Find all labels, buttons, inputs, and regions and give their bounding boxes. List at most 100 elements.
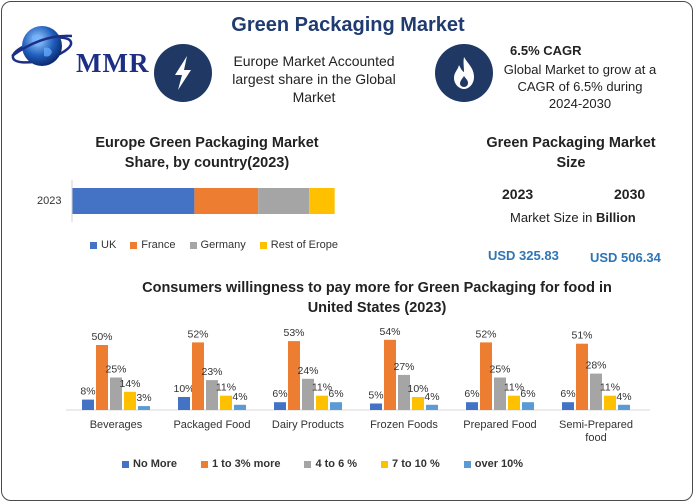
logo: MMR	[10, 20, 148, 80]
consumer-bar-label: 14%	[119, 378, 140, 390]
consumer-bar-label: 52%	[187, 328, 208, 340]
consumer-bar	[562, 402, 574, 410]
consumer-bar-label: 11%	[504, 382, 524, 394]
lightning-icon	[175, 56, 191, 90]
consumer-bar-label: 4%	[424, 391, 439, 403]
legend-item: 1 to 3% more	[201, 458, 280, 470]
consumer-category-label: food	[585, 432, 606, 444]
legend-label: over 10%	[474, 458, 524, 470]
europe-chart-legend: UK France Germany Rest of Erope	[90, 239, 352, 251]
consumer-bar	[522, 402, 534, 410]
consumer-bar-label: 8%	[80, 386, 95, 398]
legend-swatch	[259, 241, 267, 249]
consumer-bar	[590, 373, 602, 410]
lightning-badge	[154, 44, 212, 102]
legend-item-rest: Rest of Erope	[259, 239, 339, 251]
legend-swatch	[130, 241, 138, 249]
europe-chart-category-label: 2023	[37, 195, 62, 207]
consumer-bar-label: 5%	[368, 390, 383, 402]
consumer-bar-label: 4%	[232, 391, 247, 403]
europe-fact: Europe Market Accounted largest share in…	[232, 53, 396, 105]
consumer-bar-label: 11%	[216, 382, 236, 394]
legend-item-france: France	[130, 239, 176, 251]
legend-swatch	[189, 241, 197, 249]
consumer-bar	[206, 380, 218, 410]
legend-item: No More	[122, 458, 177, 470]
consumer-bar-label: 11%	[600, 382, 620, 394]
europe-bar-germany	[258, 188, 310, 214]
consumer-chart-title: Consumers willingness to pay more for Gr…	[142, 280, 612, 316]
consumer-bar	[370, 403, 382, 410]
legend-swatch	[122, 460, 129, 468]
legend-label: France	[141, 239, 176, 251]
cagr-title: 6.5% CAGR	[510, 43, 582, 58]
market-size-value-2030: USD 506.34	[590, 250, 661, 265]
legend-swatch	[463, 460, 471, 468]
consumer-bar-label: 6%	[464, 388, 479, 400]
market-size-title: Green Packaging Market Size	[486, 135, 656, 171]
flame-icon	[454, 57, 474, 89]
legend-label: UK	[101, 239, 117, 251]
consumer-category-label: Packaged Food	[173, 419, 250, 431]
market-size-unit: Market Size in Billion	[510, 210, 636, 225]
consumer-bar	[466, 402, 478, 410]
consumer-bar-label: 27%	[393, 361, 414, 373]
consumer-bar	[234, 404, 246, 410]
consumer-bar	[82, 399, 94, 410]
consumer-bar-label: 11%	[312, 382, 332, 394]
consumer-bar-label: 6%	[328, 388, 343, 400]
legend-label: Rest of Erope	[270, 239, 339, 251]
consumer-bar	[508, 395, 520, 410]
consumer-bar	[178, 397, 190, 410]
legend-label: 4 to 6 %	[315, 458, 358, 470]
consumer-bar	[480, 342, 492, 410]
consumer-bar	[398, 374, 410, 410]
consumer-bar	[316, 395, 328, 410]
consumer-bar-label: 10%	[407, 383, 428, 395]
consumer-bar	[494, 377, 506, 410]
europe-chart-title: Europe Green Packaging Market Share, by …	[95, 135, 319, 171]
consumer-bar	[618, 404, 630, 410]
consumer-bar-label: 52%	[475, 328, 496, 340]
consumer-bar	[192, 342, 204, 410]
legend-swatch	[304, 460, 312, 468]
consumer-bar	[576, 343, 588, 410]
legend-item-germany: Germany	[189, 239, 246, 251]
consumer-category-label: Semi-Prepared	[559, 419, 633, 431]
consumer-bar	[412, 397, 424, 410]
legend-swatch	[201, 460, 208, 468]
consumer-bar-label: 50%	[91, 331, 112, 343]
consumer-bar	[426, 404, 438, 410]
consumer-bar	[302, 378, 314, 410]
europe-bar-france	[194, 188, 259, 214]
consumer-bar	[96, 345, 108, 410]
market-size-year-2030: 2030	[614, 186, 646, 202]
legend-swatch	[381, 460, 389, 468]
consumer-bar-label: 6%	[520, 388, 535, 400]
consumer-bar	[330, 402, 342, 410]
consumer-bar-label: 25%	[489, 364, 510, 376]
consumer-category-label: Frozen Foods	[370, 419, 438, 431]
logo-text: MMR	[76, 48, 150, 78]
consumer-category-label: Beverages	[90, 419, 143, 431]
europe-bar-rest-of-erope	[309, 188, 335, 214]
consumer-bar	[274, 402, 286, 410]
consumer-bar	[138, 406, 150, 410]
consumer-bar	[604, 395, 616, 410]
legend-item: over 10%	[463, 458, 524, 470]
legend-item-uk: UK	[90, 239, 116, 251]
consumer-bar-label: 54%	[379, 326, 400, 338]
consumer-bar-label: 6%	[272, 388, 287, 400]
legend-swatch	[90, 241, 97, 249]
consumer-bar	[220, 395, 232, 410]
market-size-unit-bold: Billion	[595, 210, 636, 225]
consumer-bar-label: 51%	[571, 330, 592, 342]
market-size-unit-prefix: Market Size in	[510, 210, 596, 225]
cagr-text: Global Market to grow at a CAGR of 6.5% …	[503, 62, 657, 111]
consumer-bar-label: 4%	[616, 391, 631, 403]
flame-badge	[435, 44, 493, 102]
legend-item: 7 to 10 %	[381, 458, 440, 470]
consumer-chart-legend: No More 1 to 3% more 4 to 6 % 7 to 10 % over…	[122, 458, 547, 470]
